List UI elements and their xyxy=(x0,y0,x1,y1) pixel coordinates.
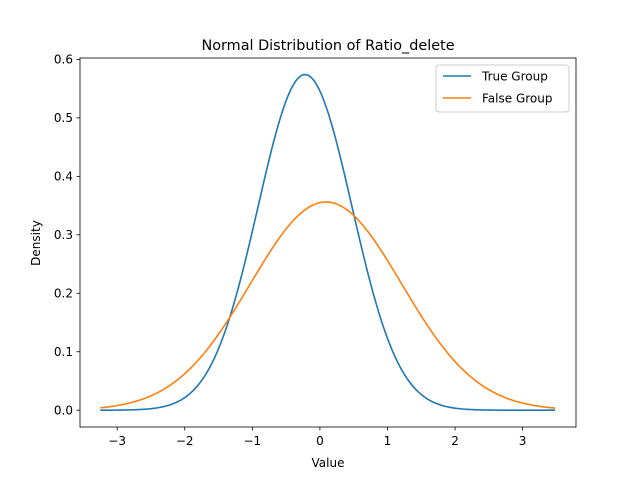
plot-frame xyxy=(79,57,577,428)
chart-title: Normal Distribution of Ratio_delete xyxy=(201,38,454,54)
legend-label-2: False Group xyxy=(482,91,552,105)
y-axis-label: Density xyxy=(29,220,43,266)
y-axis: 0.0 0.1 0.2 0.3 0.4 0.5 0.6 xyxy=(54,53,80,418)
y-tick-label: 0.1 xyxy=(54,345,73,359)
x-tick-label: −1 xyxy=(243,434,261,448)
x-axis-label: Value xyxy=(312,456,345,470)
y-tick-label: 0.3 xyxy=(54,228,73,242)
x-tick-label: −2 xyxy=(176,434,194,448)
x-tick-label: −3 xyxy=(108,434,126,448)
y-tick-label: 0.6 xyxy=(54,53,73,67)
y-tick-label: 0.2 xyxy=(54,287,73,301)
series-line-1 xyxy=(100,73,556,412)
x-tick-label: 2 xyxy=(451,434,459,448)
x-tick-label: 3 xyxy=(519,434,527,448)
x-tick-label: 0 xyxy=(316,434,324,448)
y-tick-label: 0.5 xyxy=(54,111,73,125)
legend-label-1: True Group xyxy=(481,69,548,83)
series-line-2 xyxy=(100,201,556,409)
y-tick-label: 0.4 xyxy=(54,170,73,184)
x-tick-label: 1 xyxy=(384,434,392,448)
y-tick-label: 0.0 xyxy=(54,404,73,418)
x-axis: −3 −2 −1 0 1 2 3 xyxy=(108,427,526,448)
legend: True Group False Group xyxy=(435,64,570,113)
plot-lines xyxy=(100,73,556,412)
